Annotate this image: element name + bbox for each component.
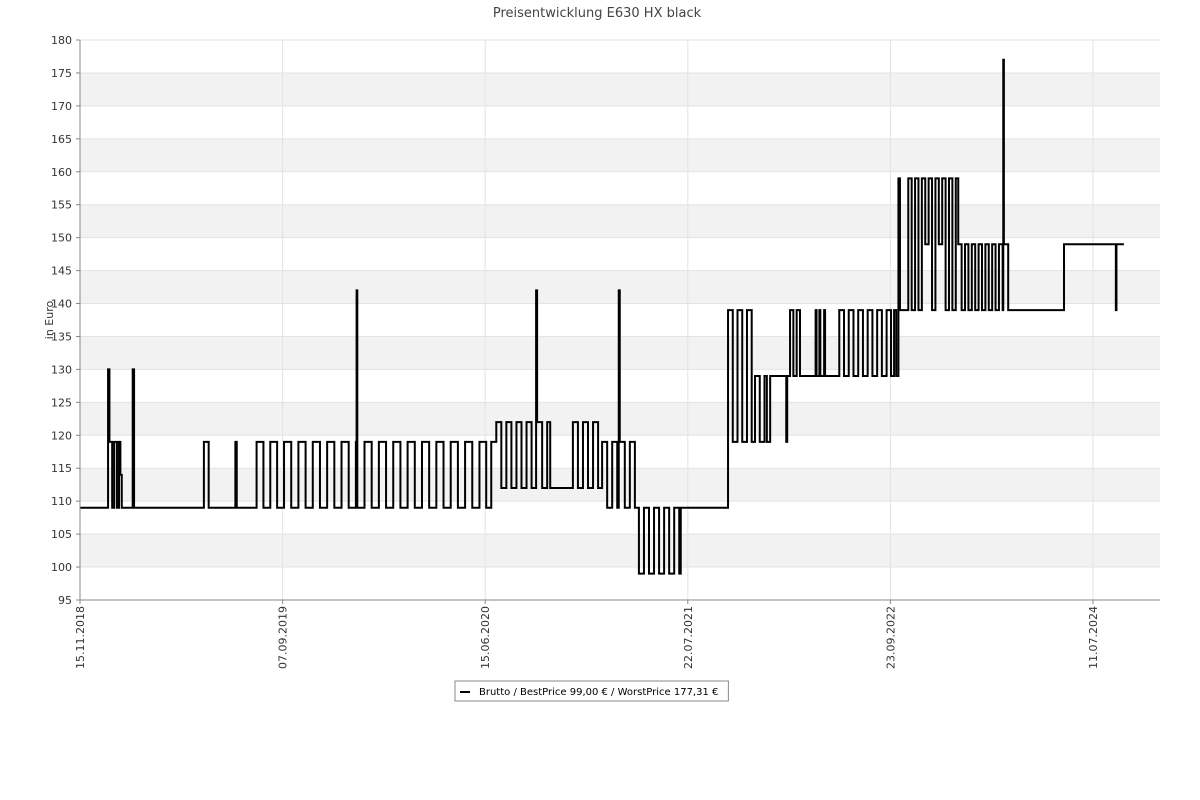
y-tick-label: 105 <box>51 528 72 541</box>
x-tick-label: 07.09.2019 <box>277 606 290 669</box>
legend-box <box>454 680 729 702</box>
grid-band <box>80 72 1160 106</box>
grid-band <box>80 468 1160 502</box>
grid-band <box>80 534 1160 568</box>
y-tick-label: 135 <box>51 330 72 343</box>
y-tick-label: 165 <box>51 133 72 146</box>
y-tick-label: 125 <box>51 396 72 409</box>
legend: Brutto / BestPrice 99,00 € / WorstPrice … <box>454 680 729 702</box>
y-tick-label: 140 <box>51 298 72 311</box>
y-tick-label: 130 <box>51 363 72 376</box>
y-tick-label: 145 <box>51 265 72 278</box>
y-tick-label: 95 <box>58 594 72 607</box>
y-tick-label: 120 <box>51 429 72 442</box>
axes: 95 100 105 110 115 120 125 130 135 140 145 150 155 16… <box>51 34 1160 669</box>
y-tick-label: 180 <box>51 34 72 47</box>
x-tick-label: 23.09.2022 <box>884 606 897 669</box>
y-axis-label: in Euro <box>43 301 56 340</box>
grid-band <box>80 138 1160 172</box>
y-tick-label: 115 <box>51 462 72 475</box>
y-tick-label: 155 <box>51 199 72 212</box>
grid-band <box>80 204 1160 238</box>
plot <box>80 58 1124 575</box>
y-tick-label: 175 <box>51 67 72 80</box>
y-tick-label: 100 <box>51 561 72 574</box>
x-tick-label: 15.06.2020 <box>479 606 492 669</box>
x-tick-label: 22.07.2021 <box>682 606 695 669</box>
y-tick-label: 150 <box>51 232 72 245</box>
y-tick-label: 170 <box>51 100 72 113</box>
y-tick-label: 160 <box>51 166 72 179</box>
price-line <box>80 58 1124 575</box>
x-tick-label: 11.07.2024 <box>1087 606 1100 669</box>
y-tick-label: 110 <box>51 495 72 508</box>
chart-title: Preisentwicklung E630 HX black <box>493 6 702 21</box>
legend-label: Brutto / BestPrice 99,00 € / WorstPrice … <box>479 687 718 698</box>
x-tick-label: 15.11.2018 <box>74 606 87 669</box>
